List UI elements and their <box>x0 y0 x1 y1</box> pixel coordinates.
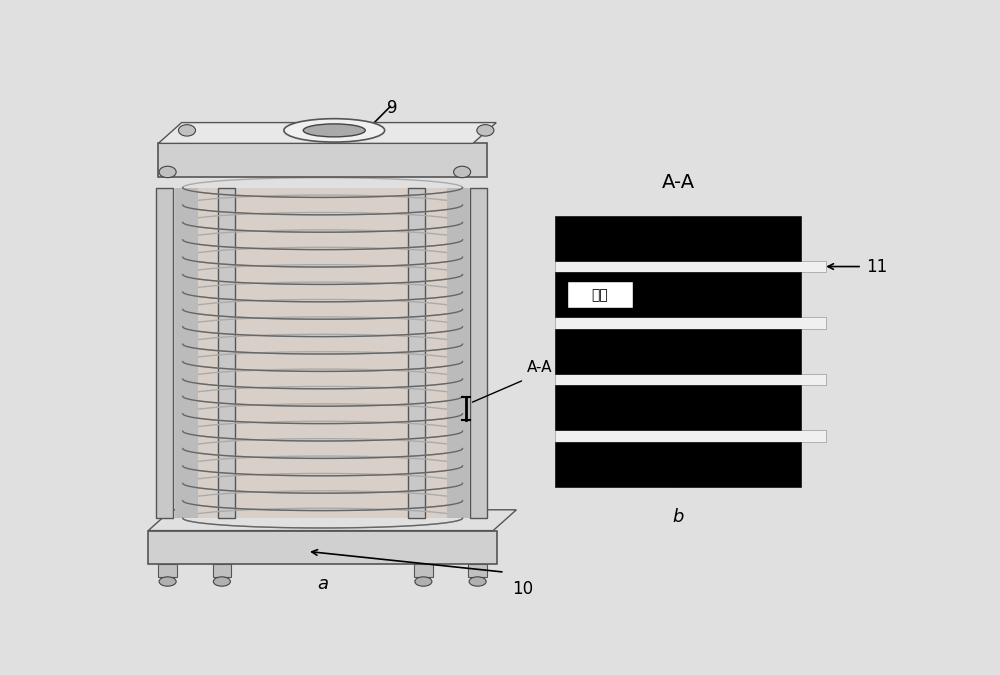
Bar <box>158 564 177 577</box>
Ellipse shape <box>454 166 471 178</box>
Bar <box>470 188 487 518</box>
Ellipse shape <box>178 125 196 136</box>
Bar <box>156 188 173 518</box>
Bar <box>175 188 198 518</box>
Ellipse shape <box>159 166 176 178</box>
Bar <box>447 188 470 518</box>
Ellipse shape <box>303 124 365 137</box>
Text: 10: 10 <box>512 580 534 598</box>
Ellipse shape <box>477 125 494 136</box>
Bar <box>567 281 633 308</box>
Ellipse shape <box>284 119 385 142</box>
Text: b: b <box>672 508 684 526</box>
Polygon shape <box>148 510 516 531</box>
Bar <box>408 188 425 518</box>
Bar <box>555 385 801 431</box>
Bar <box>218 188 235 518</box>
Text: A-A: A-A <box>661 173 695 192</box>
Polygon shape <box>158 123 496 143</box>
Text: 9: 9 <box>387 99 398 117</box>
Text: 11: 11 <box>866 258 887 275</box>
Ellipse shape <box>213 577 230 586</box>
Text: A-A: A-A <box>526 360 552 375</box>
Bar <box>213 564 231 577</box>
Bar <box>555 441 801 487</box>
Ellipse shape <box>415 577 432 586</box>
Text: 绕组: 绕组 <box>591 288 608 302</box>
Ellipse shape <box>159 577 176 586</box>
Bar <box>555 431 826 441</box>
Bar <box>555 317 826 329</box>
Bar <box>555 374 826 385</box>
Bar <box>158 143 487 177</box>
Bar <box>175 188 470 518</box>
Ellipse shape <box>469 577 486 586</box>
Bar <box>148 531 497 564</box>
Text: a: a <box>317 575 328 593</box>
Bar <box>555 329 801 374</box>
Bar <box>555 215 801 261</box>
Bar <box>414 564 433 577</box>
Bar <box>555 272 801 317</box>
Bar <box>555 261 826 272</box>
Bar <box>468 564 487 577</box>
